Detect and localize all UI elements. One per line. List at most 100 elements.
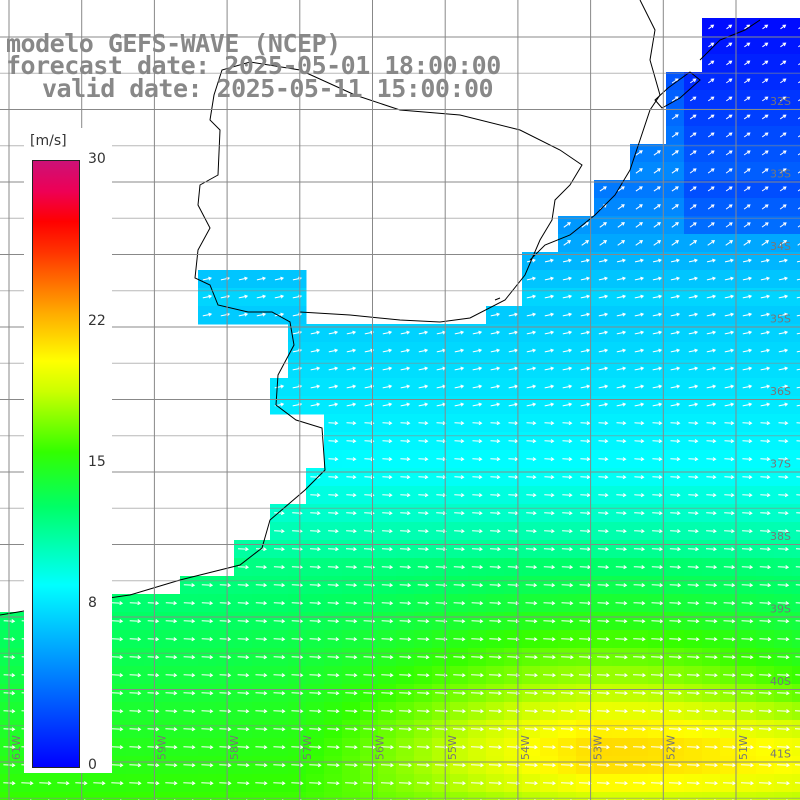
wind-arrow [689,168,697,174]
wind-cell [774,792,793,800]
wind-arrow [742,511,753,516]
wind-arrow [778,294,789,299]
wind-arrow [596,781,610,786]
wind-arrow [309,709,322,714]
wind-arrow [651,601,664,606]
wind-arrow [668,745,682,750]
colorbar-tick-label: 8 [88,595,97,612]
wind-arrow [452,709,466,714]
wind-arrow [617,222,625,228]
wind-arrow [201,655,214,660]
wind-arrow [291,583,304,588]
wind-arrow [580,511,591,516]
wind-arrow [291,655,304,660]
wind-arrow [796,350,800,353]
wind-cell [414,792,433,800]
wind-arrow [309,583,322,588]
wind-arrow [740,709,754,714]
wind-arrow [57,781,70,786]
wind-cell [792,144,800,163]
wind-arrow [580,348,591,353]
wind-arrow [670,294,681,299]
wind-arrow [686,745,700,750]
wind-arrow [453,673,466,678]
wind-arrow [778,402,789,407]
wind-arrow [795,638,800,640]
wind-arrow [725,150,733,156]
wind-arrow [632,673,646,678]
wind-arrow [796,440,800,442]
wind-arrow [688,439,699,444]
wind-arrow [723,565,736,570]
wind-cell [234,792,253,800]
wind-arrow [201,745,214,750]
wind-arrow [635,204,643,210]
wind-arrow [327,619,340,624]
wind-arrow [202,276,213,281]
wind-arrow [560,691,574,696]
wind-arrow [724,294,735,299]
wind-arrow [489,655,502,660]
wind-arrow [291,763,304,768]
wind-arrow [794,710,800,712]
wind-arrow [201,763,214,768]
wind-arrow [255,673,268,678]
wind-arrow [507,655,520,660]
wind-arrow [759,655,772,660]
wind-arrow [147,763,160,768]
wind-arrow [689,150,697,156]
wind-arrow [668,781,682,786]
wind-arrow [398,745,412,750]
wind-arrow [201,619,214,624]
wind-arrow [542,727,556,732]
wind-arrow [777,565,790,570]
wind-arrow [328,384,339,389]
wind-cell [792,432,800,451]
wind-arrow [165,673,178,678]
wind-arrow [597,565,610,570]
wind-arrow [400,493,411,498]
wind-arrow [779,204,787,210]
wind-arrow [726,24,733,30]
wind-arrow [525,637,538,642]
wind-arrow [417,637,430,642]
wind-arrow [563,222,571,228]
wind-arrow [798,45,800,48]
wind-arrow [237,637,250,642]
wind-arrow [309,655,322,660]
wind-arrow [310,366,321,371]
wind-arrow [382,330,393,335]
wind-arrow [219,637,232,642]
wind-arrow [470,691,484,696]
wind-arrow [616,475,627,480]
wind-arrow [635,168,643,174]
wind-arrow [489,619,502,624]
wind-arrow [740,745,754,750]
wind-cell [396,792,415,800]
wind-arrow [219,583,232,588]
wind-arrow [400,475,411,480]
wind-arrow [596,709,610,714]
wind-arrow [273,745,286,750]
wind-cell [792,270,800,289]
wind-arrow [327,601,340,606]
wind-cell [666,792,685,800]
wind-arrow [776,763,790,768]
wind-cell [792,108,800,127]
wind-cell [684,792,703,800]
wind-arrow [472,366,483,371]
wind-arrow [580,276,591,281]
wind-arrow [580,258,590,263]
wind-arrow [598,475,609,480]
wind-arrow [237,673,250,678]
wind-arrow [688,402,699,407]
wind-arrow [580,475,591,480]
wind-arrow [454,366,465,371]
wind-arrow [237,601,250,606]
wind-arrow [525,565,538,570]
wind-arrow [183,601,196,606]
wind-arrow [744,42,751,48]
wind-arrow [364,402,375,407]
wind-arrow [761,222,769,228]
wind-arrow [201,709,214,714]
